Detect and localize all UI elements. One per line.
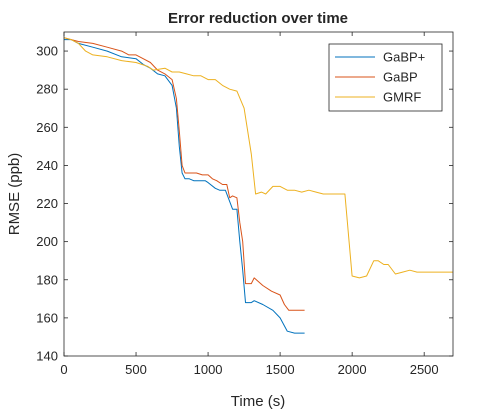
y-tick-label: 140: [36, 349, 58, 364]
legend-entries: GaBP+ GaBP GMRF: [335, 50, 425, 105]
x-tick-label: 500: [125, 362, 147, 377]
legend-label-gabp-: GaBP+: [383, 50, 425, 65]
series-layer: [63, 37, 453, 334]
x-tick-label: 1000: [194, 362, 223, 377]
y-tick-label: 160: [36, 310, 58, 325]
legend-label-gabp: GaBP: [383, 70, 418, 85]
x-tick-label: 0: [60, 362, 67, 377]
y-tick-label: 200: [36, 234, 58, 249]
chart-title: Error reduction over time: [168, 10, 348, 27]
x-tick-label: 2500: [410, 362, 439, 377]
series-line-gabp: [63, 37, 305, 311]
y-tick-label: 240: [36, 158, 58, 173]
x-tick-label: 1500: [266, 362, 295, 377]
y-axis-label: RMSE (ppb): [6, 153, 23, 236]
y-tick-label: 300: [36, 44, 58, 59]
series-line-gmrf: [63, 37, 453, 279]
series-line-gabp-: [64, 39, 305, 334]
axes-layer: 0 500 1000 1500 2000 2500 140 160 180 200 220 240 26…: [36, 31, 454, 377]
legend-label-gmrf: GMRF: [383, 90, 421, 105]
y-tick-label: 180: [36, 272, 58, 287]
x-axis-label: Time (s): [231, 393, 285, 410]
legend: GaBP+ GaBP GMRF: [328, 43, 443, 112]
x-tick-label: 2000: [338, 362, 367, 377]
y-tick-label: 280: [36, 82, 58, 97]
y-tick-label: 220: [36, 196, 58, 211]
y-tick-label: 260: [36, 120, 58, 135]
axes-box: [63, 31, 454, 357]
